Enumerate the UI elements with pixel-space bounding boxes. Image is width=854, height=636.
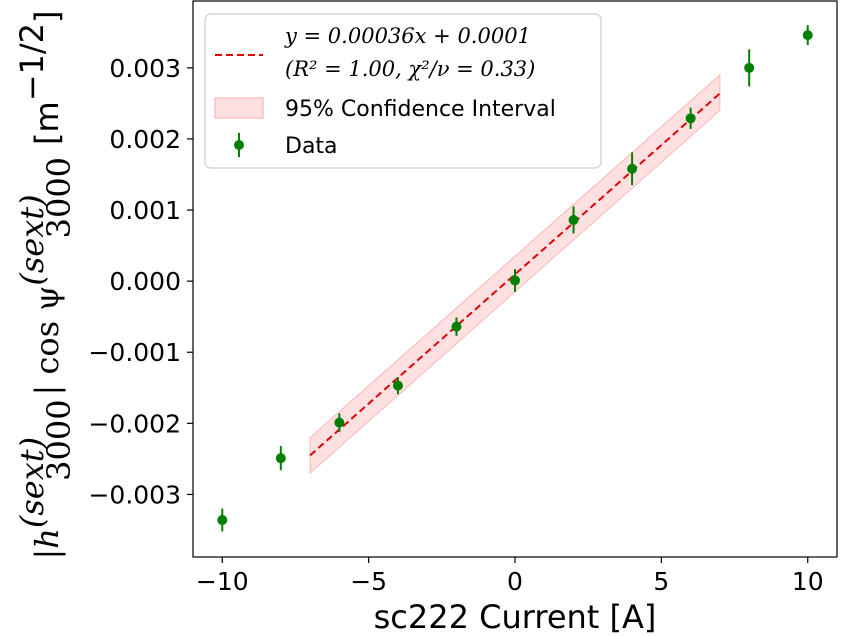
svg-text:|h(sext)3000| cos ψ(sext)3000[: |h(sext)3000| cos ψ(sext)3000[m−1/2] — [13, 10, 78, 559]
y-label-psi-sup: (sext) — [13, 194, 51, 285]
y-label-h: |h — [28, 528, 66, 559]
x-tick-label: −10 — [196, 567, 249, 596]
fit-line-layer — [309, 92, 721, 457]
y-label-unit-sup: −1/2 — [13, 23, 51, 101]
data-point — [275, 446, 286, 471]
y-tick-label: −0.001 — [88, 338, 181, 367]
data-marker — [685, 113, 696, 124]
data-point — [217, 508, 228, 532]
data-marker — [451, 321, 462, 332]
legend-box — [204, 13, 602, 169]
y-label-unit-close: ] — [28, 10, 66, 22]
data-marker — [744, 62, 755, 73]
data-point — [510, 269, 520, 292]
legend-fit-label-1: y = 0.00036x + 0.0001 — [284, 24, 531, 48]
x-tick-label: 0 — [507, 567, 523, 596]
legend-data-label: Data — [285, 134, 338, 159]
legend-band-swatch — [214, 97, 264, 119]
y-label-h-sub: 3000 — [40, 399, 78, 480]
data-point — [802, 25, 813, 46]
data-point — [451, 317, 462, 336]
data-marker — [802, 30, 813, 41]
data-points-layer — [217, 25, 813, 532]
data-point — [627, 152, 638, 186]
x-tick-label: 5 — [653, 567, 669, 596]
data-point — [568, 206, 579, 234]
x-axis-label: sc222 Current [A] — [374, 598, 657, 636]
y-label-psi-sub: 3000 — [40, 157, 78, 238]
x-axis-ticks: −10 −5 0 5 10 — [196, 557, 824, 596]
data-marker — [568, 214, 579, 225]
data-marker — [392, 380, 403, 391]
y-label-unit: [m — [28, 101, 66, 145]
data-point — [685, 107, 696, 129]
data-marker — [334, 417, 345, 428]
y-tick-label: −0.002 — [88, 409, 181, 438]
data-point — [744, 49, 755, 87]
y-tick-label: 0.001 — [109, 196, 181, 225]
y-tick-label: 0.003 — [109, 54, 181, 83]
legend-data-marker — [234, 140, 244, 150]
data-marker — [627, 163, 638, 174]
y-tick-label: 0.002 — [109, 125, 181, 154]
y-label-mid: | cos ψ — [28, 286, 66, 396]
data-point — [392, 377, 403, 395]
data-marker — [217, 515, 228, 526]
y-tick-label: 0.000 — [109, 267, 181, 296]
legend-fit-label-2: (R² = 1.00, χ²/ν = 0.33) — [285, 57, 535, 81]
data-marker — [275, 453, 286, 464]
legend: y = 0.00036x + 0.0001 (R² = 1.00, χ²/ν =… — [204, 13, 602, 169]
y-tick-label: −0.003 — [88, 480, 181, 509]
data-marker — [510, 275, 520, 286]
y-axis-label: |h(sext)3000| cos ψ(sext)3000[m−1/2] — [13, 10, 78, 559]
fit-line — [309, 92, 721, 457]
legend-band-label: 95% Confidence Interval — [285, 97, 556, 122]
x-tick-label: 10 — [792, 567, 824, 596]
data-point — [334, 413, 345, 432]
y-label-h-sup: (sext) — [13, 437, 51, 528]
x-tick-label: −5 — [350, 567, 387, 596]
y-axis-ticks: −0.003 −0.002 −0.001 0.000 0.001 0.002 0.003 — [88, 54, 193, 509]
